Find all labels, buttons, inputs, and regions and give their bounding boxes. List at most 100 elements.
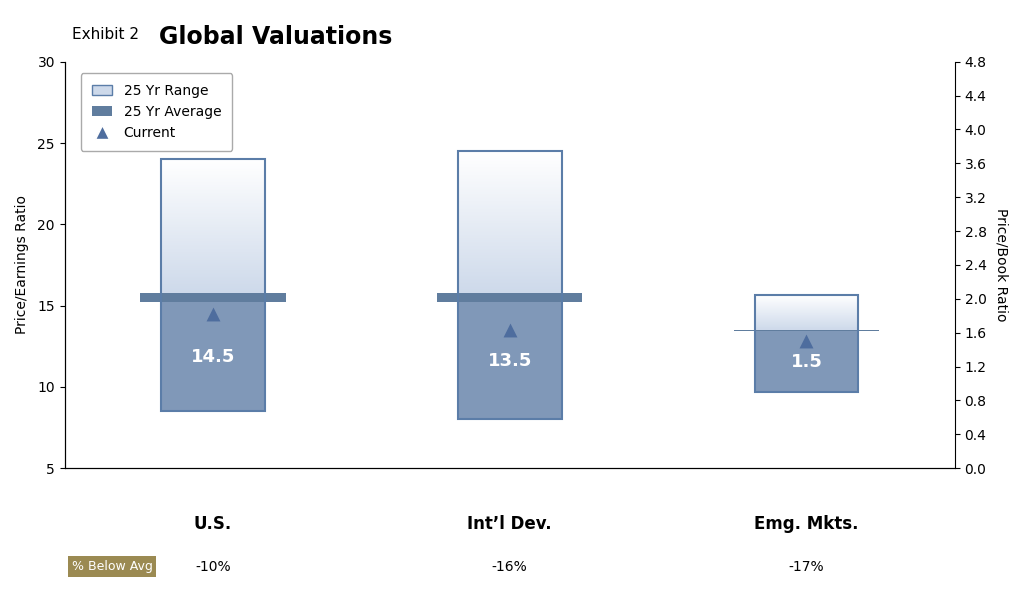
Bar — [458, 176, 562, 177]
Bar — [458, 215, 562, 216]
Bar — [161, 271, 265, 272]
Text: -16%: -16% — [492, 560, 527, 574]
Bar — [161, 198, 265, 200]
Bar — [458, 181, 562, 183]
Bar — [458, 243, 562, 244]
Bar — [161, 173, 265, 174]
Bar — [458, 228, 562, 229]
Bar — [458, 276, 562, 277]
Y-axis label: Price/Book Ratio: Price/Book Ratio — [995, 209, 1009, 322]
Bar — [458, 152, 562, 153]
Bar — [458, 203, 562, 204]
Bar — [161, 208, 265, 209]
Bar — [458, 212, 562, 213]
Bar — [161, 187, 265, 188]
Bar — [458, 172, 562, 173]
Bar — [458, 191, 562, 192]
Bar — [161, 248, 265, 249]
Bar — [161, 260, 265, 261]
Bar — [161, 277, 265, 278]
Bar — [161, 231, 265, 232]
Bar — [161, 290, 265, 291]
Bar — [458, 270, 562, 271]
Bar — [161, 177, 265, 178]
Bar — [161, 278, 265, 279]
Text: Exhibit 2: Exhibit 2 — [72, 27, 138, 41]
Bar — [458, 204, 562, 205]
Bar — [161, 182, 265, 183]
Bar — [161, 265, 265, 266]
Bar — [458, 177, 562, 178]
Bar — [161, 167, 265, 168]
Bar — [458, 213, 562, 214]
Bar — [161, 255, 265, 256]
Bar — [458, 206, 562, 207]
Point — [502, 325, 518, 335]
Bar — [161, 185, 265, 186]
Bar — [161, 238, 265, 239]
Bar — [458, 163, 562, 164]
Bar — [458, 178, 562, 179]
Bar — [458, 281, 562, 282]
Bar — [161, 184, 265, 185]
Bar — [161, 202, 265, 203]
Bar — [161, 192, 265, 193]
Bar — [161, 212, 265, 213]
Bar — [458, 187, 562, 188]
Bar — [458, 154, 562, 155]
Bar — [458, 221, 562, 222]
Bar — [458, 226, 562, 227]
Bar — [161, 291, 265, 292]
Bar — [458, 266, 562, 267]
Text: -17%: -17% — [788, 560, 824, 574]
Bar — [161, 221, 265, 222]
Bar — [458, 218, 562, 219]
Bar — [161, 197, 265, 198]
Bar — [458, 167, 562, 168]
Bar — [161, 162, 265, 163]
Bar — [161, 282, 265, 283]
Bar — [161, 250, 265, 251]
Bar — [161, 168, 265, 169]
Bar — [458, 272, 562, 273]
Bar — [161, 268, 265, 269]
Bar — [458, 287, 562, 288]
Bar — [161, 166, 265, 167]
Bar — [161, 220, 265, 221]
Bar — [458, 227, 562, 228]
Bar — [458, 197, 562, 198]
Bar — [458, 198, 562, 199]
Bar — [458, 188, 562, 190]
Bar — [458, 234, 562, 235]
Bar — [161, 272, 265, 273]
Bar — [458, 211, 562, 212]
Bar — [458, 239, 562, 240]
Bar — [161, 289, 265, 290]
Bar — [458, 159, 562, 160]
Bar — [161, 186, 265, 187]
Bar — [161, 159, 265, 160]
Bar — [161, 258, 265, 259]
Text: Global Valuations: Global Valuations — [159, 25, 392, 49]
Bar — [458, 193, 562, 194]
Bar — [458, 170, 562, 171]
Bar — [161, 169, 265, 170]
Bar — [161, 270, 265, 271]
Bar — [161, 196, 265, 197]
Y-axis label: Price/Earnings Ratio: Price/Earnings Ratio — [15, 196, 29, 335]
Bar — [458, 245, 562, 246]
Bar — [458, 151, 562, 152]
Bar — [161, 254, 265, 255]
Bar — [161, 285, 265, 286]
Bar — [458, 169, 562, 170]
Bar — [458, 240, 562, 241]
Bar — [161, 266, 265, 267]
Bar — [161, 256, 265, 257]
Bar — [458, 257, 562, 258]
Bar — [458, 162, 562, 163]
Bar — [161, 225, 265, 226]
Bar — [161, 262, 265, 263]
Bar — [458, 156, 562, 157]
Bar — [458, 290, 562, 291]
Bar — [458, 171, 562, 172]
